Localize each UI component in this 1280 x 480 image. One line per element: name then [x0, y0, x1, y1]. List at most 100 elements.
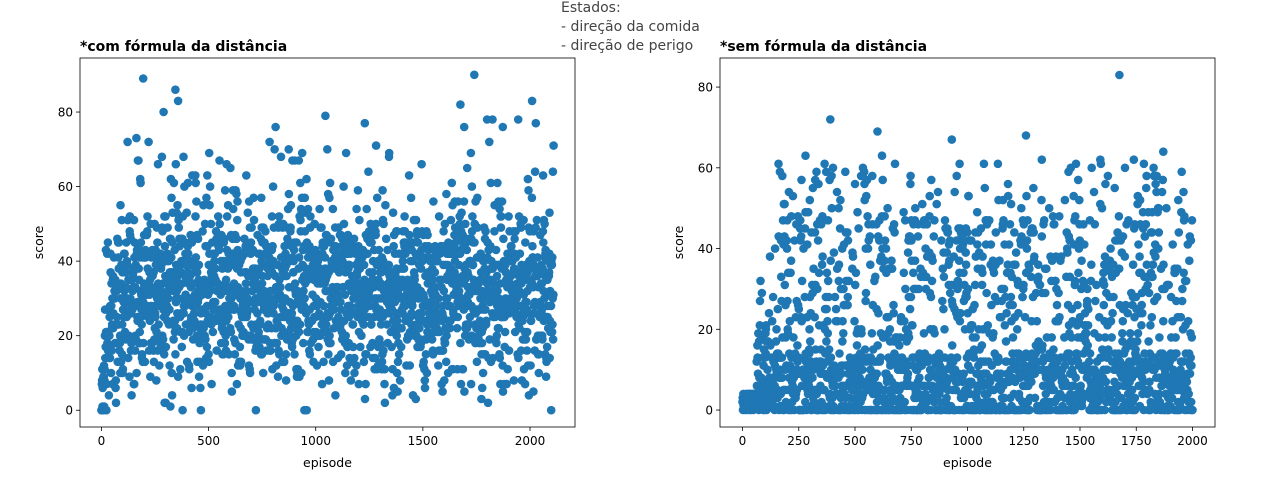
left-data-point: [429, 197, 438, 206]
right-data-point: [979, 159, 989, 169]
right-x-tick-label: 750: [900, 434, 923, 448]
right-data-point: [1168, 240, 1177, 249]
right-data-point: [956, 308, 965, 318]
left-data-point: [319, 357, 328, 367]
left-data-point: [102, 405, 111, 415]
left-data-point: [445, 323, 455, 333]
left-data-point: [290, 350, 299, 359]
right-data-point: [1185, 256, 1194, 266]
right-data-point: [895, 341, 904, 350]
left-data-point: [374, 245, 384, 255]
left-data-point: [211, 264, 220, 273]
right-data-point: [1069, 381, 1079, 391]
left-data-point: [352, 204, 361, 214]
right-data-point: [952, 353, 962, 362]
right-data-point: [1183, 316, 1193, 326]
right-x-axis-label: episode: [943, 455, 992, 470]
right-data-point: [1004, 240, 1014, 249]
left-data-point: [152, 376, 161, 385]
left-data-point: [127, 391, 136, 400]
left-data-point: [116, 357, 126, 367]
left-data-point: [220, 234, 229, 244]
right-data-point: [773, 304, 783, 314]
left-data-point: [456, 338, 465, 348]
left-data-point: [204, 357, 214, 367]
left-data-point: [492, 338, 501, 348]
right-data-point: [755, 321, 765, 330]
right-data-point: [978, 268, 987, 278]
left-data-point: [527, 96, 537, 106]
right-data-point: [1141, 183, 1151, 193]
right-data-point: [959, 268, 968, 278]
right-data-point: [818, 252, 827, 261]
right-data-point: [1092, 280, 1101, 290]
right-data-point: [1187, 333, 1197, 342]
left-data-point: [384, 260, 394, 270]
right-data-point: [1159, 147, 1168, 156]
left-data-point: [458, 364, 468, 374]
right-data-point: [970, 280, 980, 290]
left-data-point: [371, 141, 381, 150]
right-data-point: [831, 381, 840, 391]
left-data-point: [490, 227, 499, 236]
right-data-point: [817, 260, 827, 270]
right-data-point: [820, 159, 829, 169]
left-data-point: [100, 364, 109, 374]
right-data-point: [805, 349, 814, 358]
right-data-point: [1003, 191, 1013, 201]
left-data-point: [510, 234, 519, 244]
right-data-point: [1178, 284, 1187, 294]
right-data-point: [1067, 333, 1076, 342]
right-x-tick-label: 1000: [952, 434, 983, 448]
left-data-point: [205, 200, 214, 210]
left-data-point: [187, 383, 196, 393]
left-data-point: [274, 212, 284, 221]
right-data-point: [860, 345, 870, 354]
right-data-point: [1025, 405, 1034, 415]
left-data-point: [355, 215, 364, 225]
right-data-point: [1029, 183, 1038, 193]
right-data-point: [1101, 377, 1111, 387]
right-data-point: [953, 276, 963, 286]
right-data-point: [1037, 155, 1047, 164]
left-data-point: [359, 357, 369, 367]
right-data-point: [899, 207, 908, 217]
right-data-point: [933, 187, 943, 197]
right-data-point: [1174, 228, 1184, 237]
left-data-point: [206, 219, 216, 229]
right-data-point: [977, 280, 987, 290]
right-data-point: [844, 276, 853, 286]
left-plot-frame: [79, 57, 576, 428]
right-data-point: [1177, 167, 1186, 177]
left-data-point: [106, 368, 116, 378]
right-data-point: [967, 236, 976, 245]
right-data-point: [927, 276, 937, 286]
left-data-point: [381, 234, 391, 244]
right-data-point: [999, 284, 1009, 294]
right-data-point: [796, 232, 806, 241]
right-data-point: [994, 353, 1003, 362]
left-data-point: [171, 350, 180, 359]
left-data-point: [472, 357, 482, 367]
right-data-point: [1030, 252, 1039, 261]
right-x-tick-label: 0: [739, 434, 747, 448]
left-data-point: [227, 387, 237, 396]
right-data-point: [1108, 308, 1117, 318]
left-chart: *com fórmula da distância 0 500 1000 1500 20…: [31, 39, 576, 470]
right-data-point: [953, 284, 962, 294]
right-data-point: [796, 216, 805, 225]
left-data-point: [442, 331, 451, 341]
left-data-point: [482, 115, 492, 124]
right-data-point: [1171, 333, 1180, 342]
left-data-point: [392, 331, 402, 341]
right-data-point: [1102, 365, 1112, 375]
right-data-point: [1114, 264, 1124, 274]
right-data-point: [1104, 345, 1113, 354]
right-x-tick-label: 1750: [1121, 434, 1152, 448]
right-chart-points: [738, 70, 1197, 415]
left-data-point: [160, 241, 170, 251]
left-data-point: [523, 174, 533, 184]
right-data-point: [969, 353, 979, 362]
left-data-point: [176, 364, 185, 374]
left-data-point: [313, 256, 323, 266]
